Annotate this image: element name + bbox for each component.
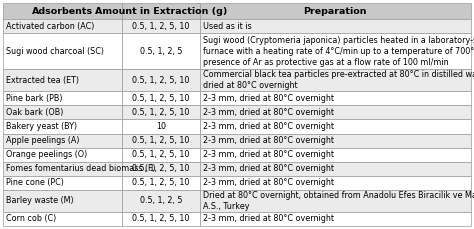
Bar bbox=[200, 3, 471, 19]
Text: Sugi wood (Cryptomeria japonica) particles heated in a laboratory-scale electric: Sugi wood (Cryptomeria japonica) particl… bbox=[202, 35, 474, 67]
Text: 2-3 mm, dried at 80°C overnight: 2-3 mm, dried at 80°C overnight bbox=[202, 108, 334, 117]
Bar bbox=[122, 148, 200, 162]
Text: Extracted tea (ET): Extracted tea (ET) bbox=[6, 76, 79, 85]
Bar bbox=[200, 176, 471, 190]
Bar bbox=[3, 91, 122, 105]
Text: 0.5, 1, 2, 5, 10: 0.5, 1, 2, 5, 10 bbox=[132, 76, 190, 85]
Bar bbox=[200, 148, 471, 162]
Text: 0.5, 1, 2, 5: 0.5, 1, 2, 5 bbox=[140, 47, 182, 56]
Text: 0.5, 1, 2, 5, 10: 0.5, 1, 2, 5, 10 bbox=[132, 22, 190, 30]
Text: Amount in Extraction (g): Amount in Extraction (g) bbox=[95, 6, 227, 16]
Text: Dried at 80°C overnight, obtained from Anadolu Efes Biracilik ve Malt Sanayii
A.: Dried at 80°C overnight, obtained from A… bbox=[202, 191, 474, 211]
Bar bbox=[200, 212, 471, 226]
Bar bbox=[200, 33, 471, 69]
Bar bbox=[122, 105, 200, 120]
Text: 2-3 mm, dried at 80°C overnight: 2-3 mm, dried at 80°C overnight bbox=[202, 94, 334, 103]
Text: Apple peelings (A): Apple peelings (A) bbox=[6, 136, 80, 145]
Text: 2-3 mm, dried at 80°C overnight: 2-3 mm, dried at 80°C overnight bbox=[202, 150, 334, 159]
Bar bbox=[3, 190, 122, 212]
Text: Barley waste (M): Barley waste (M) bbox=[6, 196, 73, 205]
Bar bbox=[3, 105, 122, 120]
Text: 2-3 mm, dried at 80°C overnight: 2-3 mm, dried at 80°C overnight bbox=[202, 136, 334, 145]
Bar bbox=[122, 3, 200, 19]
Text: Used as it is: Used as it is bbox=[202, 22, 251, 30]
Bar bbox=[122, 190, 200, 212]
Text: Preparation: Preparation bbox=[303, 6, 367, 16]
Text: 0.5, 1, 2, 5, 10: 0.5, 1, 2, 5, 10 bbox=[132, 164, 190, 173]
Bar bbox=[200, 120, 471, 134]
Text: 0.5, 1, 2, 5, 10: 0.5, 1, 2, 5, 10 bbox=[132, 136, 190, 145]
Text: Bakery yeast (BY): Bakery yeast (BY) bbox=[6, 122, 77, 131]
Bar bbox=[3, 69, 122, 91]
Bar bbox=[3, 19, 122, 33]
Bar bbox=[200, 134, 471, 148]
Text: Pine cone (PC): Pine cone (PC) bbox=[6, 178, 64, 187]
Text: 0.5, 1, 2, 5, 10: 0.5, 1, 2, 5, 10 bbox=[132, 178, 190, 187]
Text: Adsorbents: Adsorbents bbox=[32, 6, 93, 16]
Text: 0.5, 1, 2, 5, 10: 0.5, 1, 2, 5, 10 bbox=[132, 215, 190, 224]
Text: 10: 10 bbox=[156, 122, 166, 131]
Text: 2-3 mm, dried at 80°C overnight: 2-3 mm, dried at 80°C overnight bbox=[202, 215, 334, 224]
Text: 0.5, 1, 2, 5, 10: 0.5, 1, 2, 5, 10 bbox=[132, 108, 190, 117]
Text: Oak bark (OB): Oak bark (OB) bbox=[6, 108, 64, 117]
Text: 0.5, 1, 2, 5, 10: 0.5, 1, 2, 5, 10 bbox=[132, 94, 190, 103]
Bar bbox=[122, 120, 200, 134]
Bar bbox=[200, 69, 471, 91]
Bar bbox=[122, 176, 200, 190]
Text: Commercial black tea particles pre-extracted at 80°C in distilled water for 1 h,: Commercial black tea particles pre-extra… bbox=[202, 70, 474, 90]
Bar bbox=[3, 176, 122, 190]
Text: 2-3 mm, dried at 80°C overnight: 2-3 mm, dried at 80°C overnight bbox=[202, 178, 334, 187]
Text: Orange peelings (O): Orange peelings (O) bbox=[6, 150, 87, 159]
Bar bbox=[3, 120, 122, 134]
Bar bbox=[3, 33, 122, 69]
Text: 2-3 mm, dried at 80°C overnight: 2-3 mm, dried at 80°C overnight bbox=[202, 122, 334, 131]
Text: 0.5, 1, 2, 5: 0.5, 1, 2, 5 bbox=[140, 196, 182, 205]
Bar bbox=[200, 162, 471, 176]
Text: Corn cob (C): Corn cob (C) bbox=[6, 215, 56, 224]
Bar bbox=[3, 134, 122, 148]
Bar bbox=[122, 33, 200, 69]
Bar bbox=[3, 148, 122, 162]
Bar bbox=[200, 91, 471, 105]
Text: Sugi wood charcoal (SC): Sugi wood charcoal (SC) bbox=[6, 47, 104, 56]
Bar bbox=[122, 212, 200, 226]
Bar bbox=[3, 3, 122, 19]
Bar bbox=[122, 162, 200, 176]
Text: Pine bark (PB): Pine bark (PB) bbox=[6, 94, 63, 103]
Bar bbox=[122, 134, 200, 148]
Bar bbox=[122, 19, 200, 33]
Bar bbox=[3, 212, 122, 226]
Text: Fomes fomentarius dead biomass (F): Fomes fomentarius dead biomass (F) bbox=[6, 164, 155, 173]
Bar bbox=[200, 105, 471, 120]
Text: 0.5, 1, 2, 5, 10: 0.5, 1, 2, 5, 10 bbox=[132, 150, 190, 159]
Bar bbox=[200, 190, 471, 212]
Bar bbox=[122, 91, 200, 105]
Bar bbox=[200, 19, 471, 33]
Text: 2-3 mm, dried at 80°C overnight: 2-3 mm, dried at 80°C overnight bbox=[202, 164, 334, 173]
Text: Activated carbon (AC): Activated carbon (AC) bbox=[6, 22, 94, 30]
Bar bbox=[122, 69, 200, 91]
Bar bbox=[3, 162, 122, 176]
